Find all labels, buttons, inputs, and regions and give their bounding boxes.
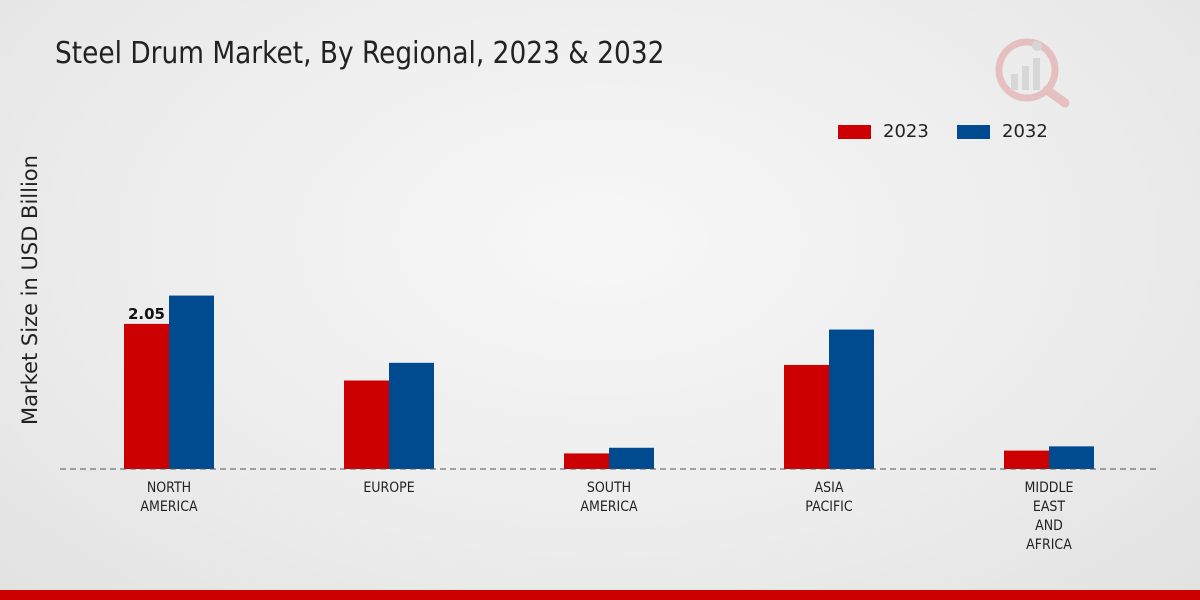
x-tick-label-4-0: MIDDLE bbox=[1025, 480, 1074, 496]
legend-swatch-2032 bbox=[957, 124, 990, 139]
bar-2023-0 bbox=[124, 323, 169, 469]
legend-label-2023: 2023 bbox=[883, 121, 929, 142]
legend-item-2032: 2032 bbox=[957, 121, 1048, 142]
bar-2032-1 bbox=[389, 362, 434, 469]
x-tick-label-1-0: EUROPE bbox=[363, 480, 414, 496]
legend-item-2023: 2023 bbox=[838, 121, 929, 142]
legend-swatch-2023 bbox=[838, 124, 871, 139]
bar-2023-3 bbox=[784, 364, 829, 469]
bar-2023-2 bbox=[564, 453, 609, 469]
bar-2032-4 bbox=[1049, 446, 1094, 469]
bar-2023-4 bbox=[1004, 450, 1049, 469]
x-tick-label-4-1: EAST bbox=[1033, 499, 1066, 515]
bar-2032-0 bbox=[169, 295, 214, 469]
x-tick-label-3-1: PACIFIC bbox=[805, 499, 852, 515]
x-tick-label-2-0: SOUTH bbox=[587, 480, 631, 496]
bar-2023-1 bbox=[344, 380, 389, 469]
legend-label-2032: 2032 bbox=[1002, 121, 1048, 142]
x-tick-label-0-0: NORTH bbox=[147, 480, 191, 496]
x-tick-label-3-0: ASIA bbox=[815, 480, 844, 496]
x-tick-label-0-1: AMERICA bbox=[140, 499, 197, 515]
bar-2032-2 bbox=[609, 447, 654, 469]
x-tick-label-4-3: AFRICA bbox=[1026, 537, 1072, 553]
x-tick-label-2-1: AMERICA bbox=[580, 499, 637, 515]
data-label-0: 2.05 bbox=[128, 305, 165, 323]
x-tick-label-4-2: AND bbox=[1035, 518, 1063, 534]
bottom-accent-bar bbox=[0, 590, 1200, 600]
bar-2032-3 bbox=[829, 329, 874, 469]
watermark-logo-icon bbox=[995, 38, 1070, 108]
chart-title: Steel Drum Market, By Regional, 2023 & 2… bbox=[55, 36, 665, 71]
